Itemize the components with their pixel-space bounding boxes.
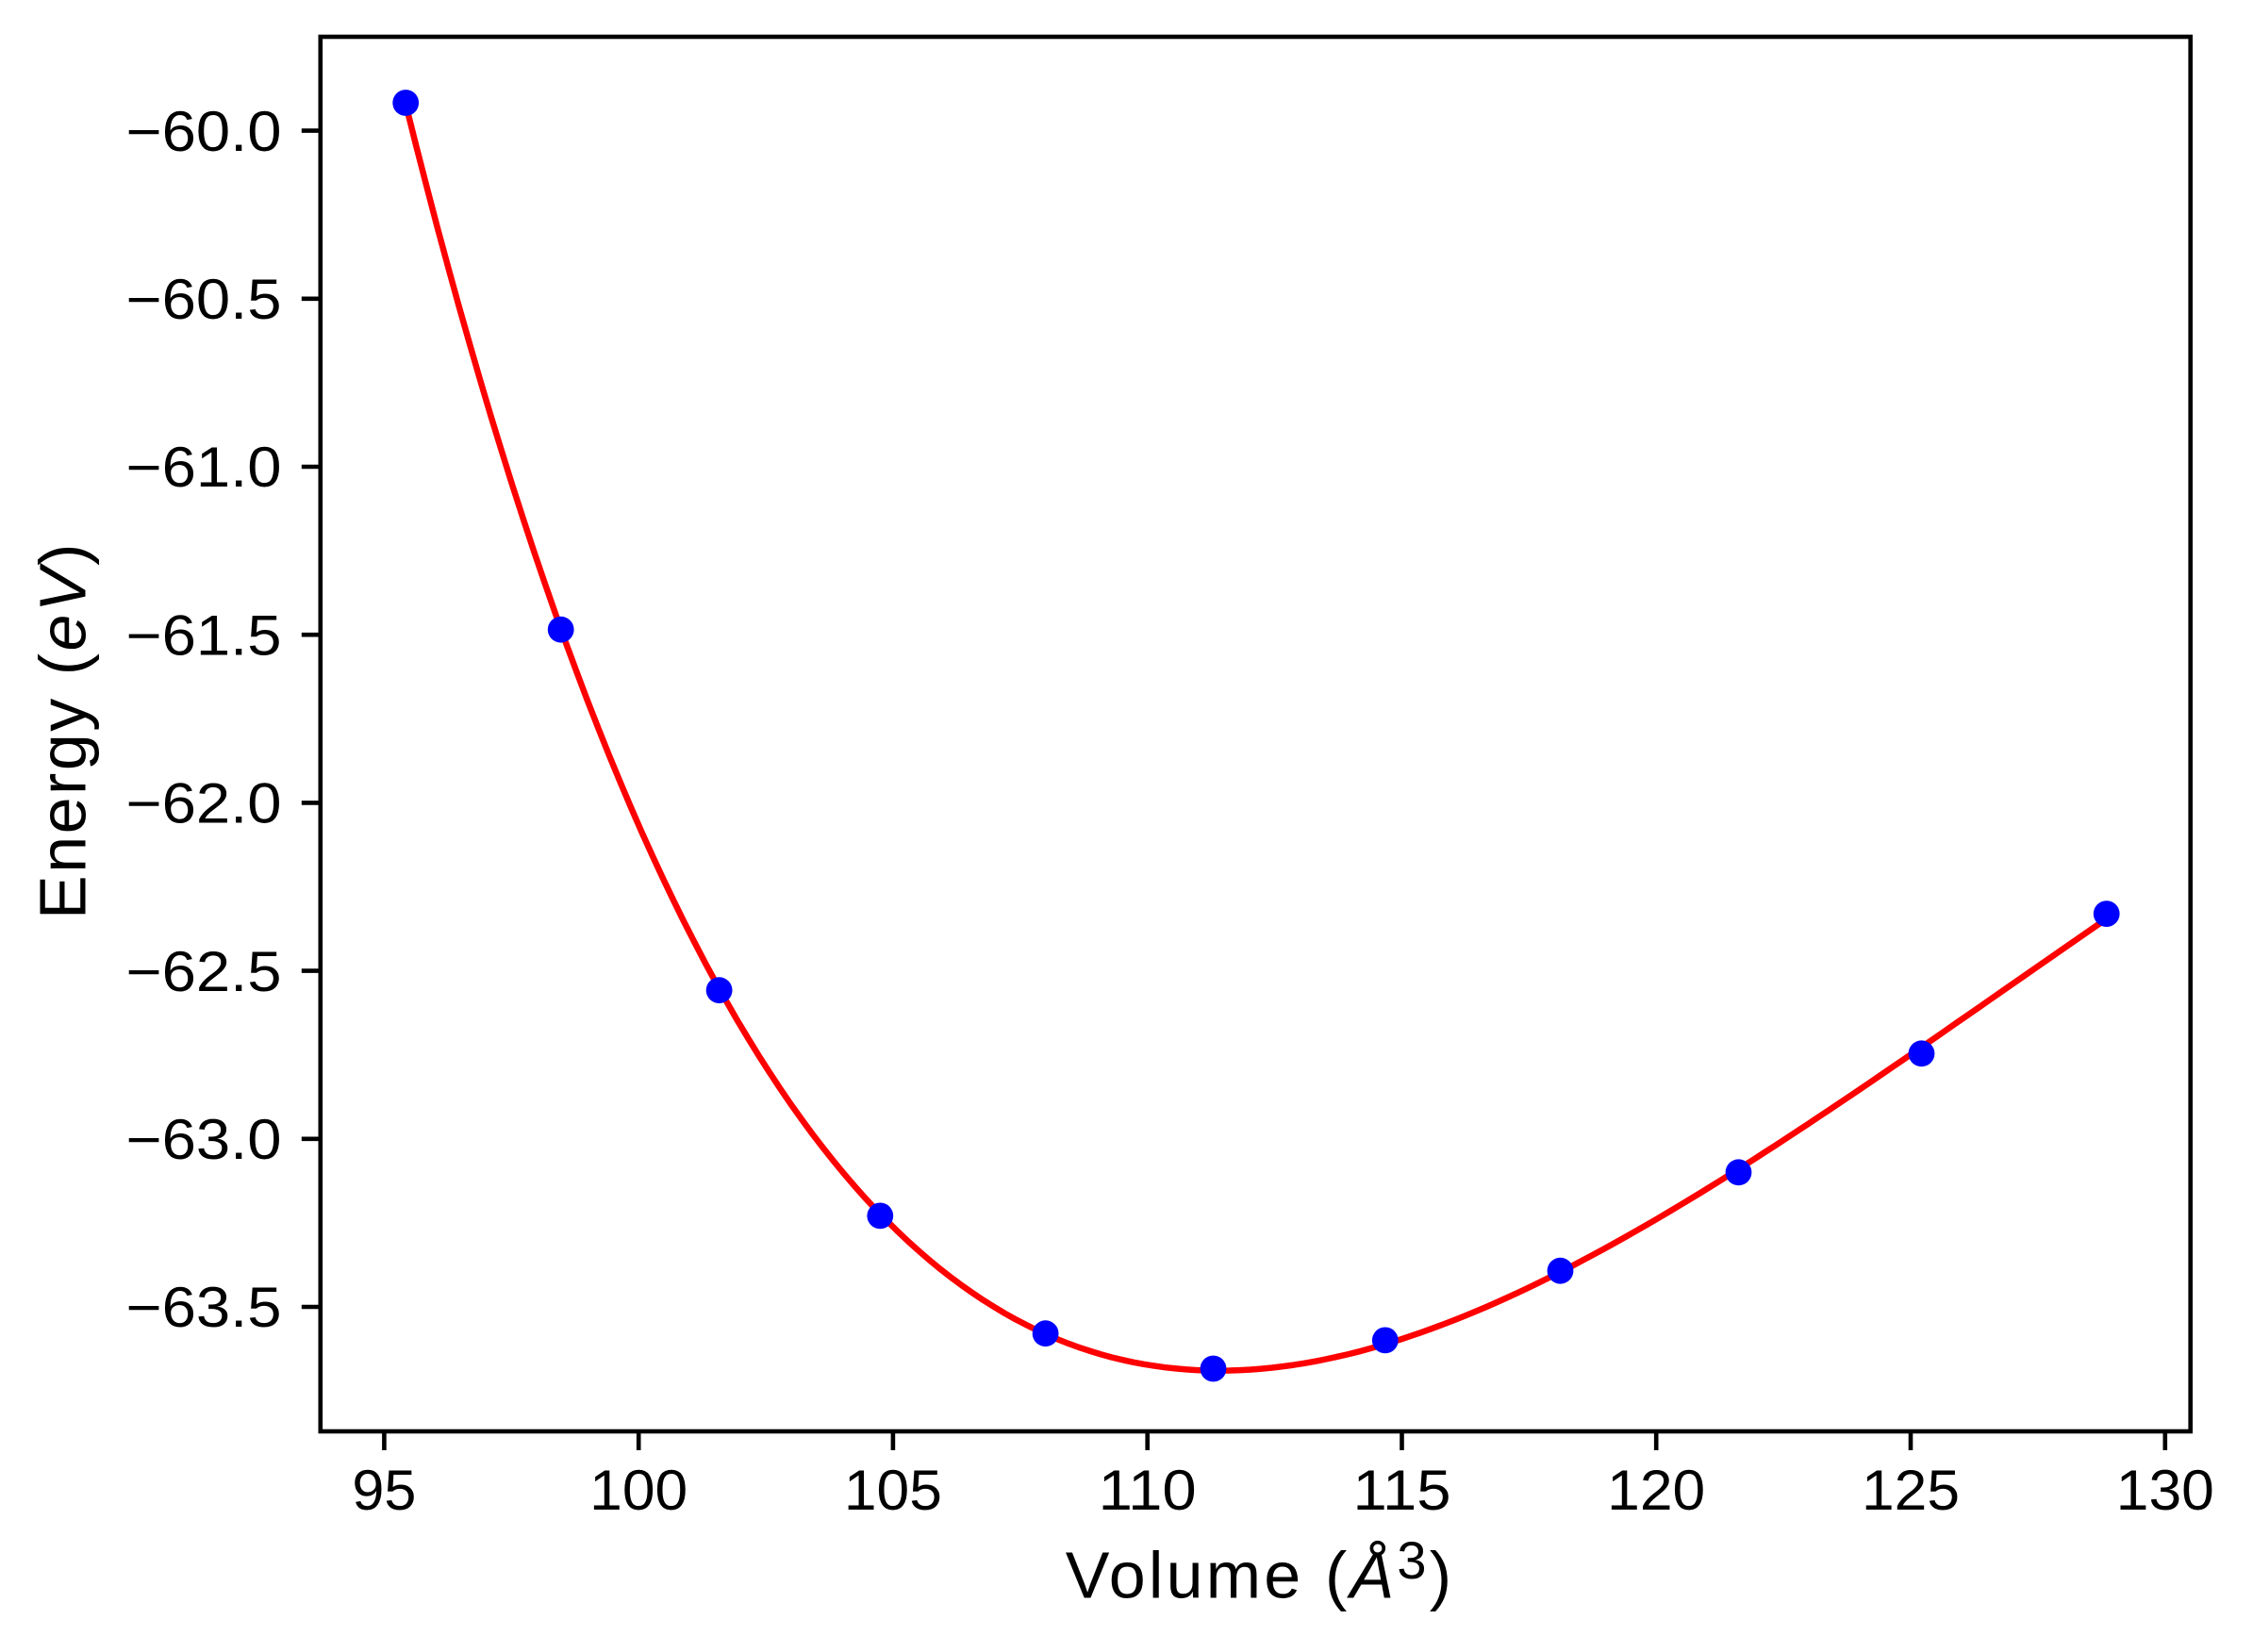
svg-text:95: 95 — [352, 1459, 416, 1522]
svg-text:−62.0: −62.0 — [126, 772, 282, 835]
svg-text:100: 100 — [589, 1459, 687, 1522]
svg-text:−63.5: −63.5 — [126, 1276, 282, 1339]
svg-text:105: 105 — [844, 1459, 942, 1522]
svg-text:Volume (Å3): Volume (Å3) — [1066, 1530, 1455, 1611]
svg-text:125: 125 — [1862, 1459, 1960, 1522]
svg-text:−61.5: −61.5 — [126, 603, 282, 667]
svg-text:Energy (eV): Energy (eV) — [26, 541, 100, 919]
svg-text:130: 130 — [2116, 1459, 2214, 1522]
svg-text:−61.0: −61.0 — [126, 436, 282, 499]
svg-text:−62.5: −62.5 — [126, 940, 282, 1003]
svg-text:115: 115 — [1353, 1459, 1451, 1522]
svg-text:−60.0: −60.0 — [126, 100, 282, 163]
svg-text:−60.5: −60.5 — [126, 268, 282, 331]
svg-text:120: 120 — [1607, 1459, 1705, 1522]
svg-text:110: 110 — [1099, 1459, 1197, 1522]
svg-text:−63.0: −63.0 — [126, 1108, 282, 1171]
